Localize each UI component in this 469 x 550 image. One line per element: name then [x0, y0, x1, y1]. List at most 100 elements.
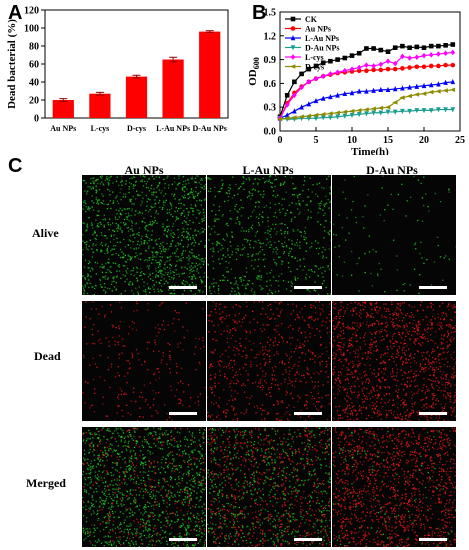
series-0-point-12: [364, 46, 369, 51]
series-4-point-6: [320, 73, 326, 80]
series-5-point-10: [349, 108, 355, 114]
series-5-point-4: [305, 113, 312, 119]
series-4-point-14: [378, 61, 384, 68]
series-1-point-24: [450, 62, 456, 68]
series-0-point-17: [400, 43, 405, 49]
y-tick-label-1: 20: [29, 96, 39, 107]
bar-4: [199, 31, 221, 119]
x-tick-label-4: 20: [419, 135, 429, 146]
y-axis-label-main: OD: [247, 69, 259, 86]
error-bar-4: [205, 30, 214, 33]
series-0-point-1: [284, 93, 290, 98]
series-3-point-14: [378, 110, 384, 116]
error-bar-2: [132, 74, 141, 79]
series-2-point-8: [335, 92, 340, 98]
series-1-point-13: [371, 67, 376, 73]
microscopy-grid: [82, 175, 456, 547]
micrograph-image: [332, 301, 456, 421]
series-3-point-9: [342, 113, 348, 119]
series-4-point-19: [414, 54, 420, 61]
series-5-point-13: [370, 106, 376, 112]
series-1-point-22: [436, 63, 441, 69]
bar-3: [162, 59, 184, 118]
micrograph-image: [332, 175, 456, 295]
series-0-point-16: [392, 45, 398, 50]
series-3-point-20: [421, 108, 427, 114]
scale-bar: [294, 538, 322, 541]
series-3-point-11: [356, 112, 362, 118]
micrograph-background: [207, 175, 331, 295]
series-2-point-19: [414, 83, 420, 89]
micrograph-dead-l-au-nps: [207, 301, 331, 421]
series-4-point-18: [407, 55, 412, 61]
x-tick-label-0: 0: [278, 135, 283, 146]
series-4-point-2: [292, 92, 297, 99]
series-4: [277, 49, 456, 122]
series-2-point-5: [313, 97, 319, 104]
series-3-point-10: [349, 112, 355, 119]
micrograph-image: [82, 175, 206, 295]
series-3-point-5: [313, 116, 319, 122]
series-0-point-14: [378, 47, 384, 53]
series-4-point-22: [436, 51, 441, 57]
series-2-point-17: [400, 85, 405, 91]
series-3-point-13: [371, 110, 376, 116]
series-1-point-15: [385, 66, 391, 72]
series-0-point-13: [371, 46, 376, 51]
micrograph-image: [207, 427, 331, 547]
y-tick-label-1: 0.3: [264, 103, 277, 114]
series-1-point-11: [356, 68, 362, 74]
bacteria-dots: [82, 175, 206, 295]
column-header-d-au-nps: D-Au NPs: [366, 163, 418, 177]
series-2-point-13: [371, 87, 376, 93]
series-0-point-10: [349, 53, 355, 58]
series-0-point-7: [328, 58, 333, 64]
legend-label-3: D-Au NPs: [305, 44, 339, 53]
series-5-point-8: [334, 110, 340, 116]
legend-marker-1: [290, 26, 296, 31]
series-5-point-3: [298, 114, 304, 120]
series-5-point-11: [356, 108, 362, 113]
series-5-point-15: [385, 104, 391, 110]
micrograph-image: [207, 301, 331, 421]
legend-marker-3: [290, 45, 296, 51]
series-2-point-3: [299, 104, 304, 110]
series-0-point-3: [299, 71, 304, 77]
row-header-alive: Alive: [32, 226, 59, 240]
legend-marker-2: [290, 35, 296, 41]
series-5-point-24: [449, 87, 456, 93]
series-2-point-24: [450, 78, 456, 85]
series-2-point-12: [364, 88, 369, 94]
y-tick-label-3: 60: [29, 60, 39, 71]
series-2: [277, 78, 456, 121]
series-3-point-7: [328, 115, 333, 121]
series-4-point-12: [364, 62, 369, 68]
x-tick-label-4: D-Au NPs: [192, 124, 226, 133]
series-0-point-24: [450, 42, 456, 47]
x-tick-label-0: Au NPs: [50, 124, 76, 133]
micrograph-image: [82, 301, 206, 421]
micrograph-background: [332, 175, 456, 295]
panel-letter-c: C: [8, 155, 23, 177]
scale-bar: [419, 286, 447, 289]
series-2-point-16: [392, 86, 398, 92]
y-tick-label-5: 1.5: [264, 8, 277, 19]
error-bar-3: [169, 56, 178, 63]
series-0-point-9: [342, 55, 348, 61]
legend-label-4: L-cys: [305, 53, 324, 62]
series-1-point-14: [378, 67, 384, 73]
scale-bar: [169, 538, 197, 541]
series-3-point-8: [335, 114, 340, 120]
y-tick-label-6: 120: [24, 6, 39, 17]
column-header-au-nps: Au NPs: [124, 163, 164, 177]
series-5-point-1: [284, 116, 290, 121]
row-header-dead: Dead: [34, 349, 61, 363]
series-5-point-18: [406, 93, 412, 99]
series-2-point-18: [407, 84, 412, 90]
series-5-point-19: [413, 92, 420, 97]
legend-marker-0: [290, 16, 296, 22]
series-3-point-23: [443, 107, 448, 113]
series-4-point-15: [385, 58, 391, 64]
x-tick-label-2: 10: [347, 135, 357, 146]
